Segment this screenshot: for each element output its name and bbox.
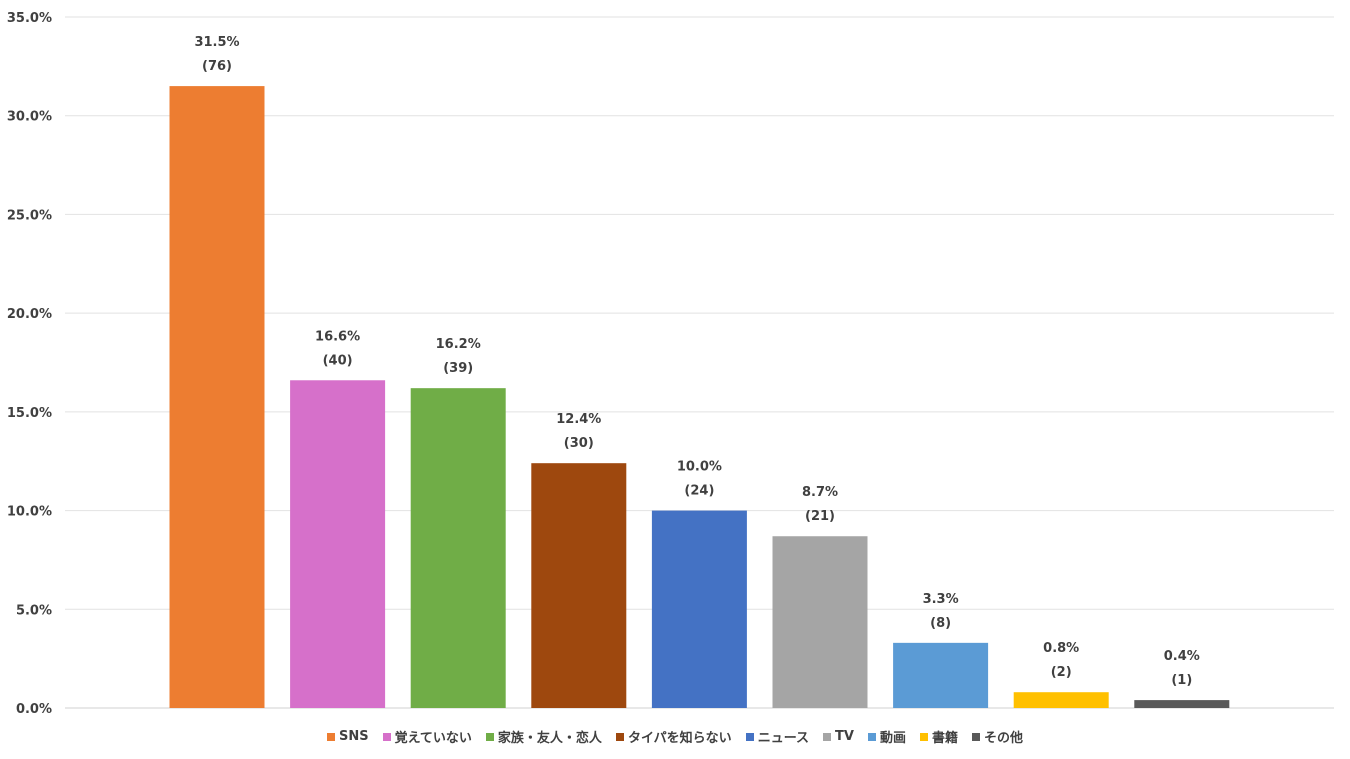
data-label-count: (8) (930, 616, 951, 631)
bar-8 (1134, 700, 1230, 708)
legend-label: TV (835, 729, 854, 744)
legend-label: 覚えていない (394, 731, 472, 746)
data-label-percent: 16.2% (436, 337, 481, 352)
data-label-percent: 3.3% (923, 592, 959, 607)
data-label-percent: 0.4% (1164, 649, 1200, 664)
y-tick-label: 35.0% (7, 11, 52, 26)
y-tick-label: 5.0% (16, 603, 52, 618)
legend-item: TV (823, 729, 854, 744)
data-label-count: (21) (805, 509, 835, 524)
legend-swatch (326, 732, 335, 741)
data-label-count: (24) (684, 484, 714, 499)
bar-5 (772, 536, 868, 708)
legend-item: SNS (326, 729, 369, 744)
legend-label: その他 (984, 731, 1024, 746)
bars (169, 86, 1230, 709)
data-label-count: (2) (1051, 665, 1072, 680)
y-tick-label: 15.0% (7, 406, 52, 421)
legend-label: SNS (338, 729, 369, 744)
data-label-percent: 0.8% (1043, 641, 1079, 656)
bar-2 (410, 388, 506, 708)
legend-swatch (745, 732, 754, 741)
legend-swatch (972, 732, 981, 741)
legend-label: 家族・友人・恋人 (497, 731, 602, 746)
legend: SNS 覚えていない 家族・友人・恋人 タイパを知らない ニュース TV 動画 書籍 その他 (0, 727, 1350, 746)
y-tick-label: 30.0% (7, 110, 52, 125)
legend-item: 家族・友人・恋人 (485, 727, 602, 746)
bar-1 (290, 380, 386, 708)
bar-0 (169, 86, 265, 709)
data-label-count: (39) (443, 361, 473, 376)
legend-label: タイパを知らない (627, 731, 732, 746)
data-label-count: (76) (202, 59, 232, 74)
legend-swatch (867, 732, 876, 741)
legend-item: タイパを知らない (615, 727, 732, 746)
legend-label: ニュース (757, 731, 810, 746)
y-tick-label: 25.0% (7, 208, 52, 223)
bar-7 (1013, 692, 1109, 708)
legend-label: 動画 (879, 731, 906, 746)
legend-swatch (615, 732, 624, 741)
data-label-percent: 16.6% (315, 329, 360, 344)
y-tick-label: 0.0% (16, 702, 52, 717)
legend-swatch (485, 732, 494, 741)
data-label-count: (1) (1171, 673, 1192, 688)
data-label-percent: 31.5% (194, 35, 239, 50)
legend-item: 書籍 (920, 727, 958, 746)
legend-swatch (920, 732, 928, 741)
legend-label: 書籍 (932, 731, 959, 746)
bar-6 (893, 642, 989, 708)
data-label-percent: 10.0% (677, 460, 722, 475)
y-tick-label: 20.0% (7, 307, 52, 322)
legend-swatch (823, 732, 832, 741)
bar-3 (531, 463, 627, 708)
data-label-percent: 12.4% (556, 412, 601, 427)
y-tick-label: 10.0% (7, 505, 52, 520)
legend-item: ニュース (745, 727, 810, 746)
data-labels: 31.5% (76) 16.6% (40) 16.2% (39) 12.4% (30) 10.0… (194, 35, 1199, 688)
legend-item: 覚えていない (382, 727, 472, 746)
data-label-percent: 8.7% (802, 485, 838, 500)
bar-4 (651, 510, 747, 708)
legend-swatch (382, 732, 391, 741)
legend-item: 動画 (867, 727, 906, 746)
data-label-count: (40) (323, 353, 353, 368)
y-axis-ticks: 0.0% 5.0% 10.0% 15.0% 20.0% 25.0% 30.0% 35.0% (7, 11, 52, 717)
legend-item: その他 (972, 727, 1023, 746)
data-label-count: (30) (564, 436, 594, 451)
